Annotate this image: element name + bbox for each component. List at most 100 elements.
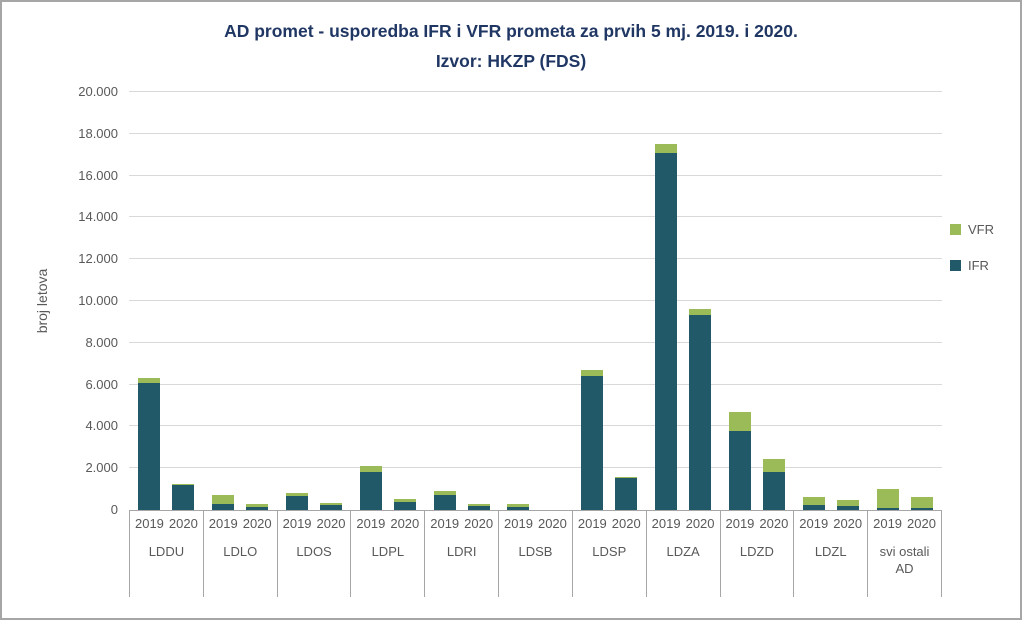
bar-ldsb-2019 xyxy=(507,92,530,510)
bar-group-ldza xyxy=(646,92,720,510)
bar-segment-vfr xyxy=(911,497,934,508)
bar-segment-ifr xyxy=(245,506,268,510)
x-axis-group: 2019 2020 LDPL xyxy=(350,511,424,597)
bar-segment-vfr xyxy=(359,466,382,473)
bar-segment-ifr xyxy=(615,477,638,510)
bar-ldzd-2020 xyxy=(763,92,786,510)
bar-group-ldzd xyxy=(720,92,794,510)
bar-segment-vfr xyxy=(655,144,678,153)
year-labels: 2019 2020 xyxy=(794,511,867,531)
legend-label-vfr: VFR xyxy=(968,222,994,237)
chart-title: AD promet - usporedba IFR i VFR prometa … xyxy=(224,21,798,41)
bar-segment-vfr xyxy=(507,503,530,507)
bar-segment-vfr xyxy=(137,378,160,383)
y-axis-ticks: 0 2.000 4.000 6.000 8.000 10.000 12.000 14.000 1… xyxy=(2,84,122,517)
group-label: LDPL xyxy=(371,544,405,559)
bar-ldsb-2020 xyxy=(541,92,563,510)
x-axis-group: 2019 2020 LDSB xyxy=(498,511,572,597)
year-label: 2019 xyxy=(282,516,312,531)
bar-ldzl-2020 xyxy=(837,92,860,510)
y-tick-label: 16.000 xyxy=(78,167,118,183)
bar-segment-vfr xyxy=(211,495,234,504)
year-labels: 2019 2020 xyxy=(721,511,794,531)
legend-item-ifr: IFR xyxy=(950,258,994,273)
gridlines-layer xyxy=(129,91,942,510)
group-label: LDOS xyxy=(296,544,332,559)
x-axis-group: 2019 2020 LDDU xyxy=(129,511,203,597)
bars-layer xyxy=(129,92,942,510)
bar-segment-vfr xyxy=(877,489,900,508)
y-tick-label: 4.000 xyxy=(85,418,118,434)
bar-group-ldlo xyxy=(203,92,277,510)
bar-group-ldsp xyxy=(572,92,646,510)
year-label: 2019 xyxy=(577,516,607,531)
gridline xyxy=(129,258,942,260)
x-axis-group: 2019 2020 LDZA xyxy=(645,511,720,597)
legend-swatch-vfr xyxy=(950,224,961,235)
year-labels: 2019 2020 xyxy=(499,511,572,531)
year-label: 2019 xyxy=(873,516,903,531)
y-tick-label: 14.000 xyxy=(78,209,118,225)
group-label: LDRI xyxy=(446,544,477,559)
bar-segment-vfr xyxy=(581,369,604,377)
legend-item-vfr: VFR xyxy=(950,222,994,237)
bar-segment-ifr xyxy=(467,505,490,510)
gridline xyxy=(129,383,942,385)
group-label: LDSP xyxy=(592,544,627,559)
year-label: 2019 xyxy=(356,516,386,531)
bar-segment-vfr xyxy=(319,502,342,505)
bar-segment-ifr xyxy=(211,503,234,510)
y-tick-label: 18.000 xyxy=(78,125,118,141)
bar-segment-vfr xyxy=(285,493,308,497)
bar-group-ldri xyxy=(425,92,499,510)
year-labels: 2019 2020 xyxy=(647,511,720,531)
year-labels: 2019 2020 xyxy=(351,511,424,531)
year-label: 2020 xyxy=(611,516,641,531)
gridline xyxy=(129,91,942,92)
bar-segment-vfr xyxy=(763,458,786,473)
year-label: 2020 xyxy=(537,516,567,531)
gridline xyxy=(129,216,942,218)
y-tick-label: 12.000 xyxy=(78,251,118,267)
group-label: LDLO xyxy=(223,544,258,559)
bar-segment-vfr xyxy=(803,497,826,505)
group-label: LDDU xyxy=(148,544,185,559)
year-label: 2019 xyxy=(725,516,755,531)
legend: VFR IFR xyxy=(950,222,994,273)
bar-ldos-2019 xyxy=(285,92,308,510)
bar-segment-vfr xyxy=(689,309,712,315)
x-axis-group: 2019 2020 LDZL xyxy=(793,511,867,597)
year-label: 2019 xyxy=(430,516,460,531)
year-labels: 2019 2020 xyxy=(204,511,277,531)
bar-segment-ifr xyxy=(803,504,826,510)
bar-segment-vfr xyxy=(729,411,752,431)
bar-segment-vfr xyxy=(467,503,490,506)
year-labels: 2019 2020 xyxy=(868,511,941,531)
gridline xyxy=(129,425,942,427)
group-label: LDSB xyxy=(518,544,553,559)
bar-ldsp-2019 xyxy=(581,92,604,510)
bar-lddu-2020 xyxy=(171,92,194,510)
gridline xyxy=(129,174,942,176)
bar-ldri-2019 xyxy=(433,92,456,510)
bar-group-lddu xyxy=(129,92,203,510)
x-axis-group: 2019 2020 LDZD xyxy=(719,511,794,597)
bar-segment-ifr xyxy=(393,501,416,510)
bar-ldri-2020 xyxy=(467,92,490,510)
y-tick-label: 20.000 xyxy=(78,84,118,99)
gridline xyxy=(129,132,942,134)
bar-segment-vfr xyxy=(245,503,268,507)
bar-segment-ifr xyxy=(911,507,934,510)
bar-group-ldsb xyxy=(499,92,573,510)
x-axis-labels: 2019 2020 LDDU 2019 2020 LDLO 2019 2020 LDOS 2019… xyxy=(129,510,942,597)
bar-segment-ifr xyxy=(689,314,712,510)
bar-ldsp-2020 xyxy=(615,92,638,510)
year-label: 2020 xyxy=(833,516,863,531)
bar-segment-ifr xyxy=(877,507,900,510)
bar-svi-ostali-ad-2020 xyxy=(911,92,934,510)
group-label: svi ostali AD xyxy=(879,544,930,576)
bar-segment-ifr xyxy=(837,505,860,510)
year-labels: 2019 2020 xyxy=(130,511,203,531)
gridline xyxy=(129,300,942,301)
